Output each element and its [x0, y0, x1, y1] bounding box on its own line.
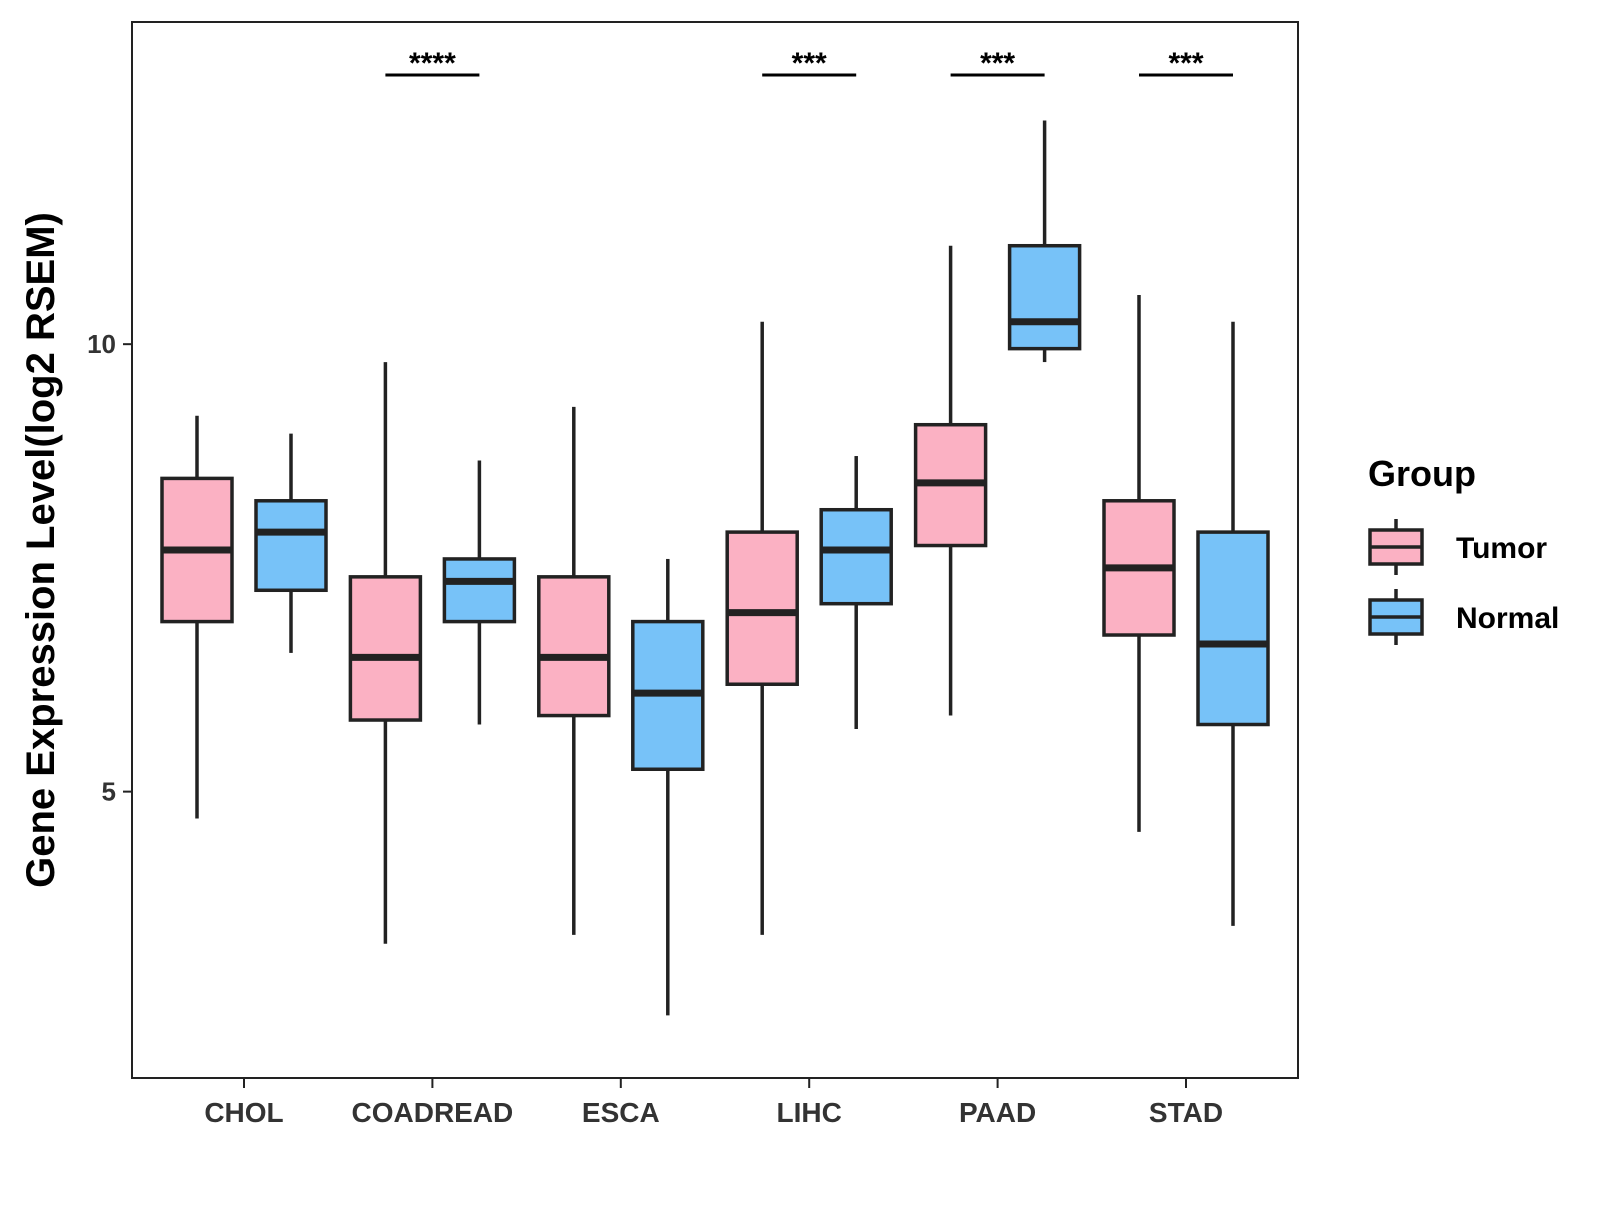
x-tick-label: CHOL	[204, 1097, 283, 1128]
box-normal	[442, 557, 517, 624]
x-tick-label: COADREAD	[352, 1097, 514, 1128]
box-tumor	[348, 575, 423, 722]
legend-title: Group	[1368, 453, 1476, 494]
box-normal	[819, 507, 893, 606]
box-tumor	[537, 575, 611, 718]
y-tick-label: 5	[102, 777, 116, 807]
x-tick-label: ESCA	[582, 1097, 660, 1128]
significance-label: ***	[792, 47, 827, 80]
box-normal	[254, 499, 328, 593]
significance-label: ***	[980, 47, 1015, 80]
x-tick-label: LIHC	[777, 1097, 842, 1128]
box-tumor	[725, 530, 799, 686]
y-tick-label: 10	[87, 329, 116, 359]
legend-label-tumor: Tumor	[1456, 532, 1547, 565]
significance-label: ***	[1168, 47, 1203, 80]
legend-label-normal: Normal	[1456, 602, 1559, 635]
y-axis-title: Gene Expression Level(log2 RSEM)	[19, 212, 63, 888]
significance-label: ****	[409, 47, 456, 80]
x-tick-label: STAD	[1149, 1097, 1223, 1128]
x-tick-label: PAAD	[959, 1097, 1036, 1128]
plot-panel-border	[131, 21, 1299, 1079]
box-normal	[1196, 530, 1270, 727]
box-normal	[1007, 243, 1082, 351]
